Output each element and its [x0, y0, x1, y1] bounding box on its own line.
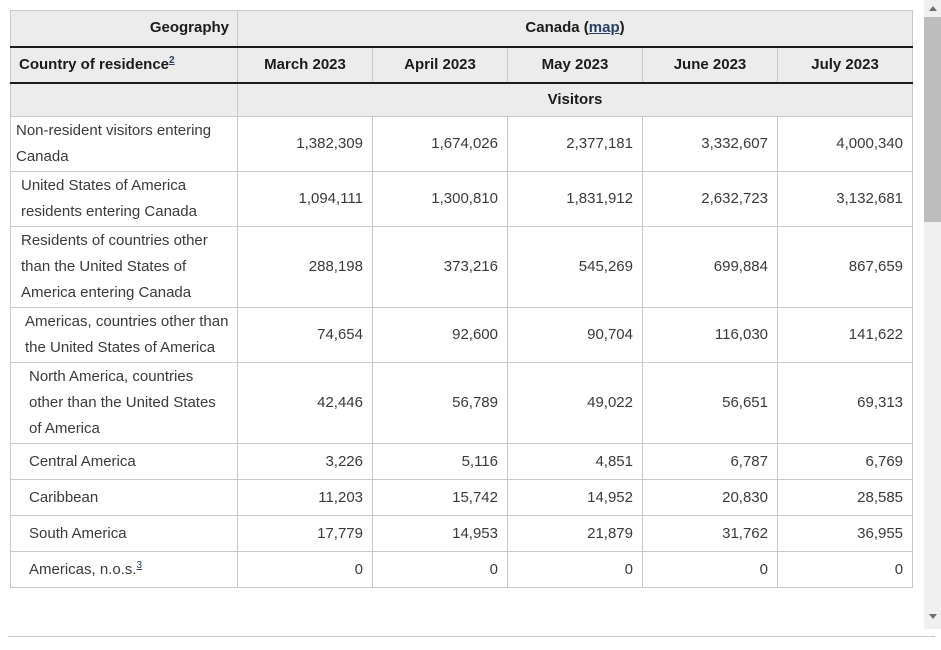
row-label: South America [10, 515, 238, 552]
row-label: Americas, countries other than the Unite… [10, 307, 238, 363]
value-cell: 92,600 [372, 307, 508, 363]
value-cell: 14,952 [507, 479, 643, 516]
scroll-up-arrow-icon [928, 6, 937, 11]
value-cell: 56,651 [642, 362, 778, 444]
value-cell: 0 [237, 551, 373, 588]
map-link[interactable]: map [588, 19, 620, 37]
geography-value: Canada [525, 19, 580, 37]
value-cell: 1,674,026 [372, 116, 508, 172]
value-cell: 0 [776, 551, 914, 588]
month-header-april: April 2023 [372, 46, 508, 84]
row-label: Caribbean [10, 479, 238, 516]
table-scroll-container: Geography Canada (map) Country of reside… [8, 8, 935, 637]
value-cell: 1,382,309 [237, 116, 373, 172]
value-cell: 11,203 [237, 479, 373, 516]
vertical-scrollbar[interactable] [924, 0, 941, 629]
value-cell: 20,830 [642, 479, 778, 516]
value-cell: 0 [642, 551, 778, 588]
geography-label: Geography [10, 10, 238, 48]
row-label: Residents of countries other than the Un… [10, 226, 238, 308]
value-cell: 31,762 [642, 515, 778, 552]
value-cell: 21,879 [507, 515, 643, 552]
scroll-down-arrow-icon [928, 614, 937, 619]
scrollbar-down-button[interactable] [924, 608, 941, 625]
table-row: Caribbean 11,203 15,742 14,952 20,830 28,585 [10, 479, 914, 516]
row-label: Americas, n.o.s.3 [10, 551, 238, 588]
row-label: Central America [10, 443, 238, 480]
value-cell: 1,831,912 [507, 171, 643, 227]
value-cell: 288,198 [237, 226, 373, 308]
value-cell: 5,116 [372, 443, 508, 480]
value-cell: 116,030 [642, 307, 778, 363]
measure-header-row: Visitors [10, 82, 914, 117]
footnote-2-link[interactable]: 2 [169, 54, 175, 66]
row-label: Non-resident visitors entering Canada [10, 116, 238, 172]
month-header-july: July 2023 [776, 46, 914, 84]
visitors-data-table: Geography Canada (map) Country of reside… [10, 10, 914, 588]
value-cell: 36,955 [776, 515, 914, 552]
value-cell: 2,377,181 [507, 116, 643, 172]
table-row: Americas, countries other than the Unite… [10, 307, 914, 363]
table-row: Central America 3,226 5,116 4,851 6,787 6,769 [10, 443, 914, 480]
map-paren-close: ) [619, 19, 625, 37]
value-cell: 3,226 [237, 443, 373, 480]
month-header-march: March 2023 [237, 46, 373, 84]
month-header-may: May 2023 [507, 46, 643, 84]
scrollbar-thumb[interactable] [924, 17, 941, 222]
scrollbar-up-button[interactable] [924, 0, 941, 17]
value-cell: 0 [507, 551, 643, 588]
value-cell: 1,094,111 [237, 171, 373, 227]
value-cell: 4,851 [507, 443, 643, 480]
value-cell: 4,000,340 [776, 116, 914, 172]
table-row: South America 17,779 14,953 21,879 31,762 36,… [10, 515, 914, 552]
value-cell: 867,659 [776, 226, 914, 308]
value-cell: 1,300,810 [372, 171, 508, 227]
value-cell: 49,022 [507, 362, 643, 444]
value-cell: 42,446 [237, 362, 373, 444]
table-body: Non-resident visitors entering Canada 1,3… [10, 116, 914, 588]
value-cell: 2,632,723 [642, 171, 778, 227]
value-cell: 14,953 [372, 515, 508, 552]
value-cell: 3,332,607 [642, 116, 778, 172]
row-label: United States of America residents enter… [10, 171, 238, 227]
table-row: Non-resident visitors entering Canada 1,3… [10, 116, 914, 172]
table-row: Residents of countries other than the Un… [10, 226, 914, 308]
value-cell: 699,884 [642, 226, 778, 308]
geography-header-row: Geography Canada (map) [10, 10, 914, 48]
value-cell: 6,769 [776, 443, 914, 480]
measure-empty-cell [10, 82, 238, 117]
visitors-header: Visitors [236, 82, 914, 117]
value-cell: 74,654 [237, 307, 373, 363]
row-label: North America, countries other than the … [10, 362, 238, 444]
value-cell: 28,585 [776, 479, 914, 516]
table-row: United States of America residents enter… [10, 171, 914, 227]
map-paren-open: ( [583, 19, 589, 37]
months-header-row: Country of residence2 March 2023 April 2… [10, 46, 914, 84]
table-row: Americas, n.o.s.3 0 0 0 0 0 [10, 551, 914, 588]
value-cell: 545,269 [507, 226, 643, 308]
country-of-residence-header: Country of residence2 [10, 46, 238, 84]
value-cell: 56,789 [372, 362, 508, 444]
value-cell: 373,216 [372, 226, 508, 308]
value-cell: 17,779 [237, 515, 373, 552]
geography-value-cell: Canada (map) [236, 10, 914, 48]
footnote-2-sup: 2 [169, 55, 175, 66]
table-row: North America, countries other than the … [10, 362, 914, 444]
value-cell: 90,704 [507, 307, 643, 363]
month-header-june: June 2023 [642, 46, 778, 84]
value-cell: 0 [372, 551, 508, 588]
value-cell: 3,132,681 [776, 171, 914, 227]
footnote-3-link[interactable]: 3 [136, 559, 143, 571]
value-cell: 141,622 [776, 307, 914, 363]
footnote-3-sup: 3 [137, 560, 143, 571]
value-cell: 6,787 [642, 443, 778, 480]
value-cell: 69,313 [776, 362, 914, 444]
value-cell: 15,742 [372, 479, 508, 516]
